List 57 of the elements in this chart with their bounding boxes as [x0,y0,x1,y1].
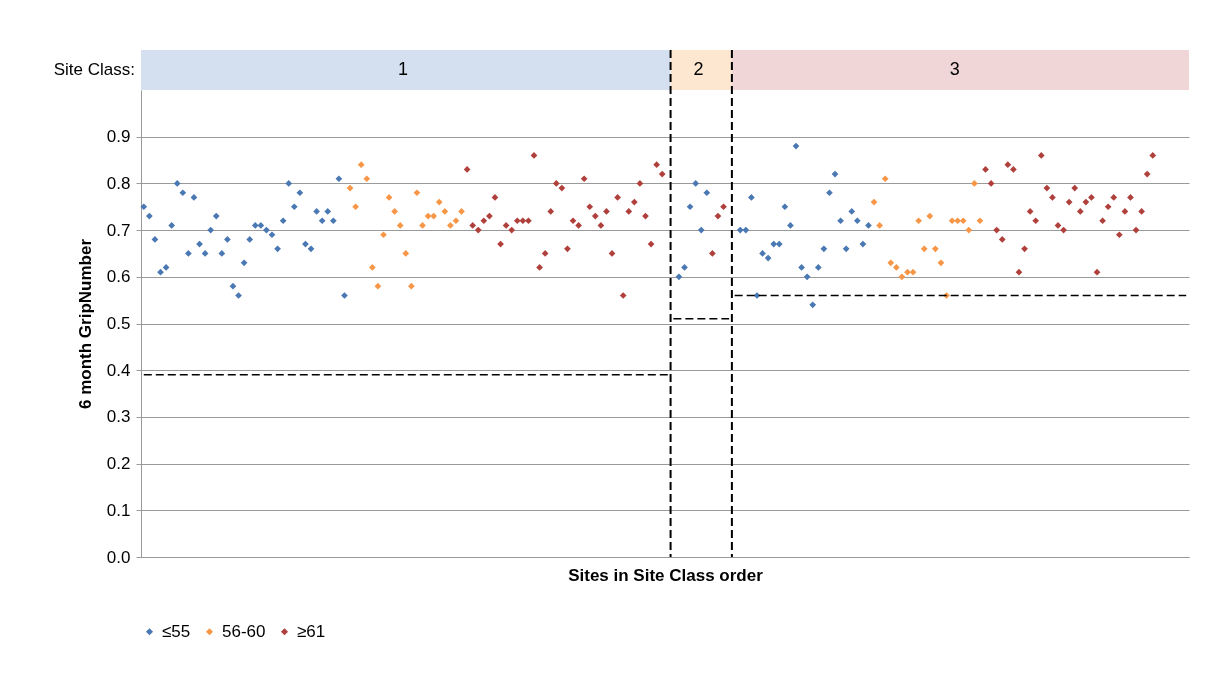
y-tick-label: 0.9 [106,127,131,147]
point [954,217,962,225]
point [887,259,895,267]
point [965,226,973,234]
legend-label: 56-60 [222,621,266,641]
y-tick-label: 0.3 [106,407,131,427]
point [391,208,398,215]
point [898,273,906,281]
point [419,222,426,229]
point [368,264,376,271]
point [915,217,922,225]
point [892,264,900,271]
legend-label: ≤55 [162,621,191,641]
y-tick-label: 0.4 [106,360,131,380]
point [380,231,387,239]
point [447,222,454,229]
point [424,212,432,220]
point [909,268,917,276]
text: 1 [397,59,409,79]
text: 3 [949,59,960,79]
point [937,259,945,267]
point [876,222,883,229]
point [920,245,928,253]
point [926,212,934,220]
y-tick-label: 0.6 [106,267,131,287]
y-tick-label: 0.8 [106,173,131,193]
point [357,161,365,169]
point [441,208,449,215]
text: Site Class: [53,60,135,79]
point [374,282,382,290]
y-tick-label: 0.1 [106,500,131,520]
point [352,203,359,211]
point [932,245,939,253]
y-tick-label: 0.0 [106,547,131,567]
y-axis-title: 6 month GripNumber [75,238,95,410]
y-tick-label: 0.5 [106,314,131,333]
point [430,212,438,220]
point [452,217,460,225]
point [976,217,984,225]
text: 2 [693,59,704,79]
legend-label: ≥61 [297,621,326,641]
point [959,217,967,225]
point [363,175,371,183]
y-tick-label: 0.7 [106,220,131,240]
point [396,222,404,229]
point [346,184,354,192]
point [948,217,956,225]
point [435,198,443,206]
x-axis-title: Sites in Site Class order [568,565,764,585]
y-tick-label: 0.2 [106,454,131,474]
point [971,180,978,187]
point [458,208,465,215]
point [413,189,421,197]
point [881,175,889,183]
point [402,250,410,257]
point [408,282,415,290]
point [870,198,878,206]
